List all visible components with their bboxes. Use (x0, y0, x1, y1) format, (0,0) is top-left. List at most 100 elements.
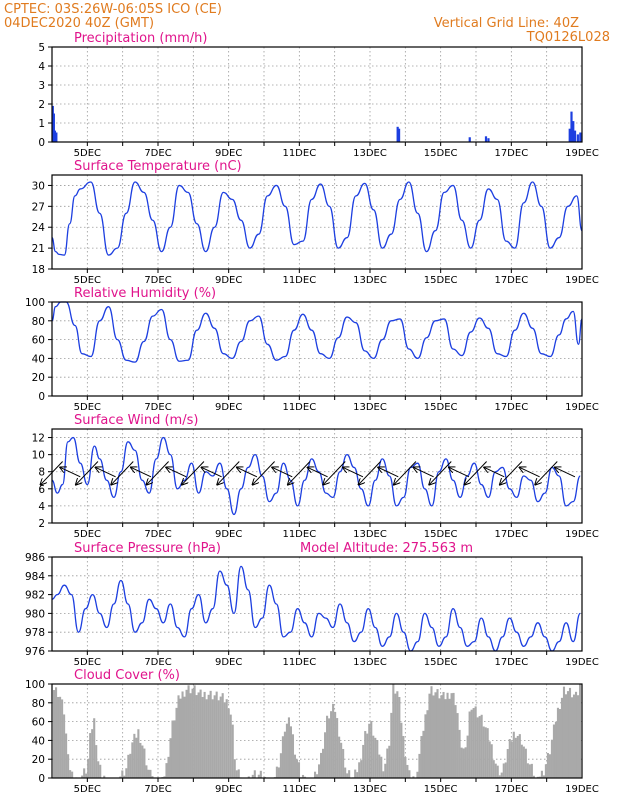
cloud-bar (412, 776, 415, 778)
cloud-bar (187, 685, 190, 778)
cloud-bar (135, 737, 138, 778)
cloud-bar (386, 748, 389, 778)
cloud-bar (93, 718, 96, 778)
cloud-bar (358, 762, 361, 778)
wind-arrow (272, 467, 293, 478)
cloud-bar (562, 686, 566, 778)
cloud-bar (512, 731, 515, 778)
y-tick-label: 986 (25, 552, 45, 564)
panel-title-temp: Surface Temperature (nC) (74, 159, 242, 174)
wind-arrow (414, 467, 434, 478)
cloud-bar (530, 763, 533, 778)
x-tick-label: 11DEC (282, 657, 316, 668)
cloud-bar (446, 692, 449, 778)
series-line-pres (51, 565, 581, 652)
cloud-bar (169, 738, 172, 778)
y-tick-label: 12 (32, 433, 45, 445)
cloud-bar (71, 771, 74, 778)
panel-frame (51, 556, 583, 652)
x-tick-label: 5DEC (74, 402, 101, 413)
cloud-bar (253, 770, 256, 778)
cloud-bar (510, 741, 513, 778)
cloud-bar (556, 707, 560, 778)
panel-title-wind: Surface Wind (m/s) (74, 413, 198, 428)
cloud-bar (544, 764, 547, 778)
y-tick-label: 2 (38, 518, 45, 530)
cloud-bar (506, 749, 509, 778)
x-tick-label: 15DEC (424, 784, 458, 795)
panel-rh: Relative Humidity (%) 0 20 40 60 80 100 5DEC 7DE… (25, 286, 599, 413)
cloud-bar (133, 733, 136, 778)
wind-arrow (217, 461, 240, 484)
cloud-bar (420, 736, 423, 778)
wind-arrow (378, 467, 399, 478)
x-tick-label: 9DEC (215, 275, 242, 286)
cloud-bar (338, 736, 341, 778)
x-tick-label: 11DEC (282, 275, 316, 286)
cloud-bar (542, 775, 545, 778)
cloud-bar (342, 748, 345, 778)
cloud-bar (502, 763, 505, 778)
y-tick-label: 18 (32, 264, 45, 276)
cloud-bar (568, 687, 572, 778)
cloud-bar (137, 729, 140, 778)
y-tick-label: 40 (32, 735, 45, 747)
cloud-bar (215, 691, 218, 778)
panel-frame (51, 46, 583, 143)
x-tick-label: 7DEC (144, 657, 171, 668)
cloud-bar (478, 716, 481, 778)
x-tick-label: 19DEC (565, 657, 599, 668)
panel-pres: Surface Pressure (hPa) Model Altitude: 27… (25, 541, 599, 668)
cloud-bar (460, 747, 463, 778)
y-tick-label: 21 (32, 243, 45, 255)
cloud-bar (201, 696, 204, 778)
precip-bar (487, 138, 490, 142)
x-tick-label: 17DEC (494, 402, 528, 413)
x-tick-label: 15DEC (424, 148, 458, 159)
cloud-bar (65, 733, 68, 778)
cloud-bar (340, 742, 343, 778)
cloud-bar (125, 768, 128, 778)
cloud-bar (69, 770, 72, 778)
cloud-bar (247, 776, 250, 778)
x-tick-label: 19DEC (565, 275, 599, 286)
cloud-bar (119, 776, 122, 778)
cloud-bar (406, 764, 409, 778)
cloud-bar (225, 699, 228, 778)
cloud-bar (490, 744, 493, 778)
cloud-bar (498, 775, 501, 778)
cloud-bar (223, 702, 226, 778)
cloud-bar (185, 689, 188, 778)
x-tick-label: 9DEC (215, 148, 242, 159)
cloud-bar (89, 733, 92, 778)
wind-arrow (308, 467, 328, 478)
cloud-bar (404, 757, 407, 778)
x-tick-label: 9DEC (215, 402, 242, 413)
panel-title-precip: Precipitation (mm/h) (74, 31, 207, 46)
cloud-bar (301, 774, 305, 778)
cloud-bar (392, 684, 395, 778)
cloud-bar (61, 699, 64, 778)
x-tick-label: 13DEC (353, 275, 387, 286)
cloud-bar (488, 741, 491, 778)
cloud-bar (424, 714, 427, 778)
precip-bar (484, 136, 488, 142)
x-tick-label: 11DEC (282, 148, 316, 159)
y-tick-label: 4 (38, 61, 45, 73)
precip-bar (397, 128, 401, 142)
y-tick-label: 4 (38, 501, 45, 513)
wind-arrow (237, 467, 258, 478)
panel-cloud: Cloud Cover (%) 0 20 40 60 80 100 5DEC 7DEC 9DEC 1… (25, 668, 599, 795)
cloud-bar (175, 707, 178, 778)
x-tick-label: 7DEC (144, 148, 171, 159)
cloud-bar (195, 695, 198, 778)
cloud-bar (374, 737, 377, 778)
cloud-bar (514, 737, 517, 778)
cloud-bar (470, 709, 473, 778)
cloud-bar (221, 693, 224, 778)
cloud-bar (356, 772, 359, 778)
cloud-bar (193, 685, 196, 778)
cloud-bar (127, 754, 130, 778)
panel-title-pres: Surface Pressure (hPa) (74, 541, 221, 556)
